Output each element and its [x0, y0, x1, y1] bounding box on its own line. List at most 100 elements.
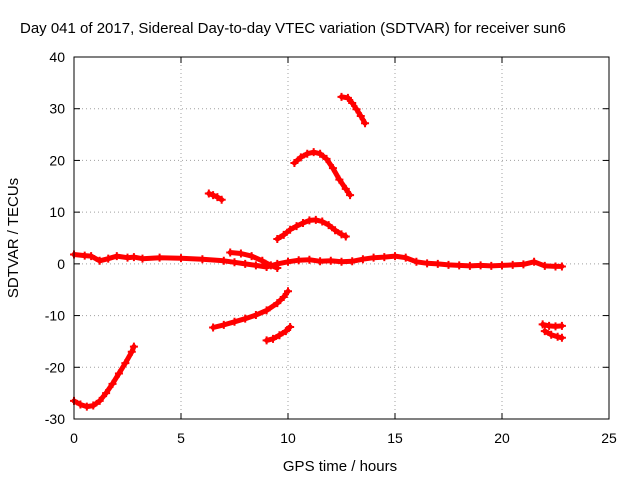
data-point: [305, 255, 314, 264]
data-point: [155, 253, 164, 262]
y-tick-label: 20: [49, 152, 65, 168]
series-baseline: [70, 250, 566, 271]
data-point: [343, 93, 352, 102]
data-point: [279, 230, 288, 239]
data-point: [279, 292, 288, 301]
data-point: [557, 333, 566, 342]
data-point: [217, 195, 226, 204]
data-point: [557, 321, 566, 330]
data-plot: [70, 92, 566, 411]
grid: [74, 57, 609, 419]
series-tail-right: [538, 320, 566, 331]
series-high-32: [337, 92, 370, 128]
data-point: [251, 261, 260, 270]
data-point: [328, 164, 337, 173]
data-point: [286, 225, 295, 234]
data-point: [298, 219, 307, 228]
series-low-9: [262, 322, 295, 345]
y-tick-label: 40: [49, 49, 65, 65]
data-point: [444, 260, 453, 269]
x-tick-label: 25: [601, 430, 617, 446]
data-point: [324, 221, 333, 230]
data-point: [204, 189, 213, 198]
data-point: [540, 261, 549, 270]
data-point: [269, 334, 278, 343]
plot-frame: [73, 56, 610, 420]
data-point: [87, 252, 96, 261]
data-point: [540, 327, 549, 336]
data-point: [341, 184, 350, 193]
data-point: [209, 191, 218, 200]
data-point: [226, 248, 235, 257]
data-point: [508, 260, 517, 269]
data-point: [108, 379, 117, 388]
data-point: [303, 149, 312, 158]
data-point: [129, 253, 138, 262]
data-point: [114, 369, 123, 378]
data-point: [538, 320, 547, 329]
data-point: [487, 261, 496, 270]
data-point: [337, 257, 346, 266]
data-point: [337, 230, 346, 239]
series-rise-low: [209, 287, 292, 332]
data-point: [412, 257, 421, 266]
data-point: [275, 331, 284, 340]
data-point: [281, 327, 290, 336]
data-point: [284, 287, 292, 296]
data-point: [455, 261, 464, 270]
data-point: [476, 261, 485, 270]
data-point: [358, 255, 367, 264]
data-point: [498, 261, 506, 270]
data-point: [219, 320, 228, 329]
data-point: [251, 311, 260, 320]
data-point: [316, 257, 325, 266]
data-point: [241, 314, 250, 323]
data-point: [335, 175, 344, 184]
data-point: [262, 336, 271, 345]
data-point: [241, 259, 250, 268]
data-point: [102, 389, 111, 398]
data-point: [112, 252, 121, 261]
data-point: [127, 347, 136, 356]
data-point: [296, 153, 305, 162]
data-point: [322, 154, 331, 163]
data-point: [209, 323, 218, 332]
data-point: [121, 359, 130, 368]
data-point: [258, 256, 267, 265]
x-tick-label: 10: [280, 430, 296, 446]
data-point: [311, 215, 320, 224]
data-point: [547, 330, 556, 339]
x-tick-label: 15: [387, 430, 403, 446]
data-point: [89, 401, 98, 410]
data-point: [557, 262, 566, 271]
data-point: [318, 217, 327, 226]
data-point: [95, 396, 104, 405]
data-point: [519, 260, 528, 269]
data-point: [433, 259, 442, 268]
x-axis-label: GPS time / hours: [283, 458, 397, 475]
data-point: [356, 111, 365, 120]
x-tick-label: 20: [494, 430, 510, 446]
series-tail-right-low: [540, 327, 566, 342]
data-point: [177, 254, 185, 263]
data-point: [348, 257, 357, 266]
data-point: [294, 256, 303, 265]
data-point: [391, 252, 399, 261]
y-tick-label: -30: [45, 411, 65, 427]
data-point: [273, 263, 282, 272]
data-point: [337, 92, 346, 101]
data-point: [309, 148, 318, 157]
series-sag-7: [226, 248, 282, 272]
data-point: [465, 261, 474, 270]
y-tick-label: 30: [49, 101, 65, 117]
data-point: [198, 255, 207, 264]
data-point: [286, 322, 295, 331]
data-point: [292, 222, 301, 231]
series-hump-21: [290, 148, 355, 200]
data-point: [213, 193, 222, 202]
data-point: [553, 332, 562, 341]
data-point: [82, 402, 91, 411]
data-point: [361, 119, 370, 128]
